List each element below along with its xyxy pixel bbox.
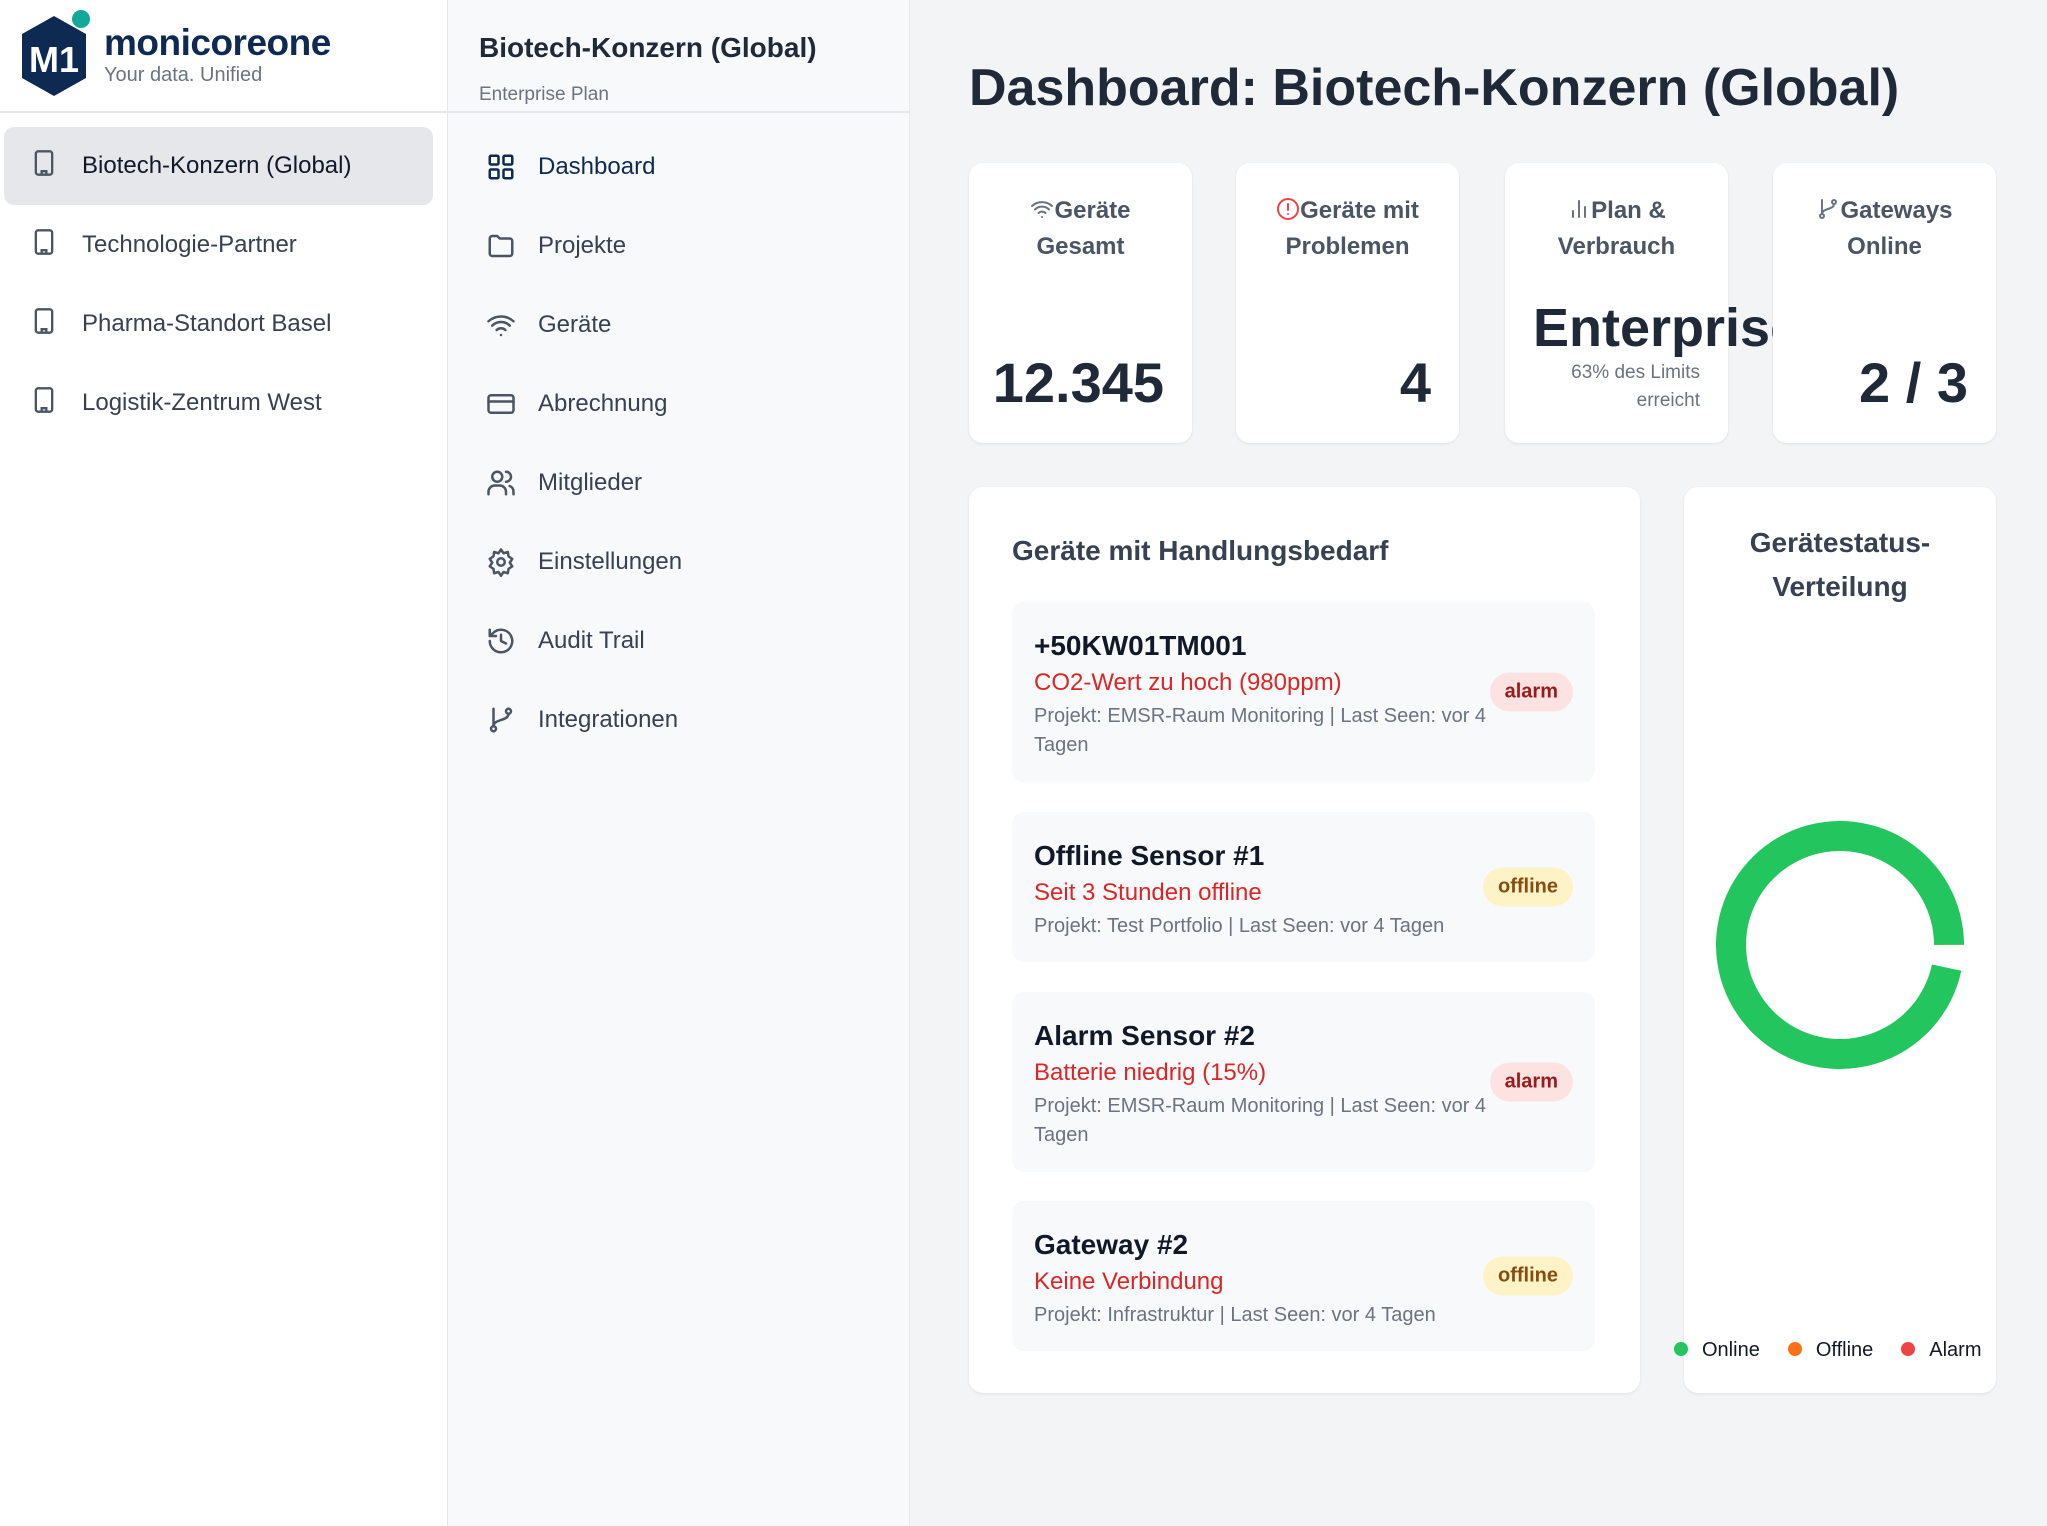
alert-meta: Projekt: Test Portfolio | Last Seen: vor… [1034, 915, 1445, 937]
building-icon [30, 228, 82, 263]
org-item[interactable]: Technologie-Partner [4, 206, 433, 284]
stat-card-devices: Geräte Gesamt 12.345 [969, 163, 1192, 443]
alert-item[interactable]: +50KW01TM001 CO2-Wert zu hoch (980ppm) P… [1012, 602, 1595, 782]
monicoreone-logo: M1 [22, 10, 90, 96]
org-item[interactable]: Pharma-Standort Basel [4, 285, 433, 363]
alerts-panel: Geräte mit Handlungsbedarf +50KW01TM001 … [969, 487, 1640, 1393]
plan-usage: 63% des Limits erreicht [1571, 362, 1700, 411]
status-badge: alarm [1489, 672, 1573, 712]
svg-text:M1: M1 [29, 39, 79, 80]
org-title: Biotech-Konzern (Global) [479, 32, 817, 63]
alert-meta: Projekt: Infrastruktur | Last Seen: vor … [1034, 1304, 1436, 1326]
stat-card-gateways: Gateways Online 2 / 3 [1773, 163, 1996, 443]
legend-item-offline[interactable]: Offline [1787, 1339, 1873, 1362]
alert-meta: Projekt: EMSR-Raum Monitoring | Last See… [1034, 705, 1487, 756]
legend-dot [1901, 1342, 1916, 1356]
history-icon [488, 628, 514, 654]
stat-value: 2 / 3 [1859, 351, 1968, 414]
alert-reason: Batterie niedrig (15%) [1034, 1059, 1267, 1086]
nav-item-dashboard[interactable]: Dashboard [486, 137, 655, 197]
nav-item-integrationen[interactable]: Integrationen [486, 690, 678, 750]
grid-icon [488, 154, 514, 180]
page-title: Dashboard: Biotech-Konzern (Global) [969, 59, 1900, 117]
brand-name: monicoreone [104, 22, 331, 63]
status-badge: offline [1483, 1256, 1573, 1296]
status-badge: offline [1483, 867, 1573, 907]
git-branch-icon [1819, 199, 1838, 219]
building-icon [30, 149, 82, 184]
building-icon [30, 386, 82, 421]
alert-reason: Keine Verbindung [1034, 1268, 1224, 1295]
legend-dot [1674, 1342, 1688, 1356]
status-donut-chart [1716, 820, 1964, 1069]
status-distribution-panel: Gerätestatus-Verteilung Online Offline Ala… [1674, 487, 1996, 1393]
gear-icon [488, 548, 514, 577]
building-icon [30, 307, 82, 342]
org-plan: Enterprise Plan [479, 84, 609, 105]
navigation-sidebar: Biotech-Konzern (Global) Enterprise Plan… [448, 0, 910, 1526]
brand-tagline: Your data. Unified [104, 64, 263, 86]
stat-card-plan: Plan & Verbrauch Enterprise 63% des Limi… [1505, 163, 1800, 443]
device-name: Gateway #2 [1034, 1229, 1189, 1260]
alert-item[interactable]: Alarm Sensor #2 Batterie niedrig (15%) P… [1012, 992, 1595, 1172]
alerts-title: Geräte mit Handlungsbedarf [1012, 535, 1389, 566]
nav-item-einstellungen[interactable]: Einstellungen [486, 532, 682, 592]
device-name: +50KW01TM001 [1034, 630, 1247, 661]
alert-item[interactable]: Offline Sensor #1 Seit 3 Stunden offline… [1012, 812, 1595, 962]
bar-chart-icon [1572, 200, 1587, 218]
folder-icon [488, 234, 514, 258]
org-item[interactable]: Biotech-Konzern (Global) [4, 127, 433, 205]
stat-value: 4 [1399, 351, 1431, 414]
chart-title: Gerätestatus-Verteilung [1749, 527, 1931, 602]
legend-dot [1787, 1342, 1802, 1356]
alert-item[interactable]: Gateway #2 Keine Verbindung Projekt: Inf… [1012, 1201, 1595, 1351]
legend-item-alarm[interactable]: Alarm [1901, 1339, 1982, 1362]
nav-item-audit-trail[interactable]: Audit Trail [486, 611, 645, 671]
wifi-icon [1031, 201, 1054, 218]
organization-sidebar: M1 monicoreone Your data. Unified Biotec… [0, 0, 448, 1526]
nav-item-ger-te[interactable]: Geräte [486, 295, 611, 355]
legend-item-online[interactable]: Online [1674, 1339, 1760, 1362]
stat-value: 12.345 [992, 351, 1164, 414]
nav-item-mitglieder[interactable]: Mitglieder [486, 453, 642, 513]
credit-card-icon [487, 394, 515, 414]
device-name: Offline Sensor #1 [1034, 840, 1265, 871]
nav-item-projekte[interactable]: Projekte [486, 216, 626, 276]
users-icon [487, 470, 515, 496]
git-branch-icon [489, 707, 513, 733]
alert-reason: Seit 3 Stunden offline [1034, 879, 1262, 906]
org-item[interactable]: Logistik-Zentrum West [4, 364, 433, 442]
wifi-icon [487, 315, 515, 337]
donut-slice-online[interactable] [1716, 820, 1964, 1069]
status-badge: alarm [1489, 1062, 1573, 1102]
alert-meta: Projekt: EMSR-Raum Monitoring | Last See… [1034, 1095, 1487, 1146]
plan-name: Enterprise [1533, 298, 1801, 358]
alert-circle-icon [1277, 198, 1300, 220]
chart-legend: Online Offline Alarm [1674, 1339, 1982, 1362]
device-name: Alarm Sensor #2 [1034, 1020, 1255, 1051]
alert-reason: CO2-Wert zu hoch (980ppm) [1034, 669, 1342, 696]
nav-item-abrechnung[interactable]: Abrechnung [486, 374, 667, 434]
stat-card-problems: Geräte mit Problemen 4 [1236, 163, 1459, 443]
